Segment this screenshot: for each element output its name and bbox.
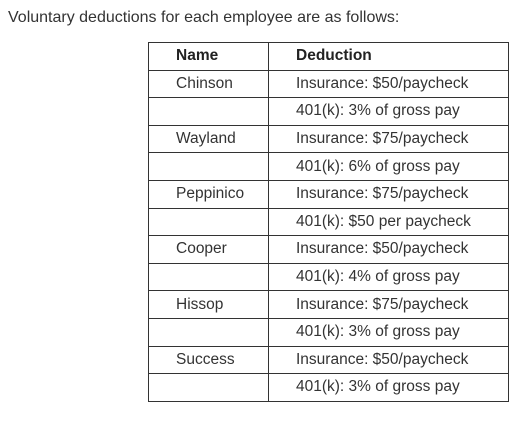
employee-name-cell: Wayland	[148, 124, 269, 154]
employee-name-cell: Peppinico	[148, 179, 269, 209]
deductions-table: Name Deduction Chinson Insurance: $50/pa…	[148, 42, 509, 402]
employee-name-cell	[148, 373, 269, 402]
employee-name-cell: Chinson	[148, 69, 269, 99]
employee-name-cell: Cooper	[148, 235, 269, 264]
employee-name-cell	[148, 207, 269, 237]
employee-name-cell	[148, 262, 269, 292]
column-header-name: Name	[148, 42, 269, 71]
table-row: Success Insurance: $50/paycheck	[148, 345, 509, 375]
table-row: 401(k): 3% of gross pay	[148, 97, 509, 126]
column-header-deduction: Deduction	[268, 42, 509, 71]
deduction-cell: Insurance: $75/paycheck	[268, 124, 509, 154]
table-header-row: Name Deduction	[148, 42, 509, 71]
deduction-cell: 401(k): 4% of gross pay	[268, 262, 509, 292]
table-row: 401(k): 3% of gross pay	[148, 373, 509, 402]
table-row: 401(k): 6% of gross pay	[148, 152, 509, 181]
deduction-cell: 401(k): 6% of gross pay	[268, 152, 509, 181]
deduction-cell: 401(k): 3% of gross pay	[268, 317, 509, 347]
deduction-cell: 401(k): 3% of gross pay	[268, 97, 509, 126]
table-row: 401(k): 4% of gross pay	[148, 262, 509, 292]
table-row: Chinson Insurance: $50/paycheck	[148, 69, 509, 99]
table-row: Hissop Insurance: $75/paycheck	[148, 290, 509, 319]
intro-text: Voluntary deductions for each employee a…	[8, 9, 400, 26]
employee-name-cell: Hissop	[148, 290, 269, 319]
table-row: 401(k): $50 per paycheck	[148, 207, 509, 237]
employee-name-cell: Success	[148, 345, 269, 375]
employee-name-cell	[148, 97, 269, 126]
table-row: 401(k): 3% of gross pay	[148, 317, 509, 347]
deduction-cell: 401(k): 3% of gross pay	[268, 373, 509, 402]
employee-name-cell	[148, 317, 269, 347]
table-row: Wayland Insurance: $75/paycheck	[148, 124, 509, 154]
deduction-cell: Insurance: $75/paycheck	[268, 290, 509, 319]
employee-name-cell	[148, 152, 269, 181]
deduction-cell: Insurance: $50/paycheck	[268, 235, 509, 264]
deduction-cell: 401(k): $50 per paycheck	[268, 207, 509, 237]
deduction-cell: Insurance: $75/paycheck	[268, 179, 509, 209]
table-row: Cooper Insurance: $50/paycheck	[148, 235, 509, 264]
deduction-cell: Insurance: $50/paycheck	[268, 345, 509, 375]
table-row: Peppinico Insurance: $75/paycheck	[148, 179, 509, 209]
deduction-cell: Insurance: $50/paycheck	[268, 69, 509, 99]
